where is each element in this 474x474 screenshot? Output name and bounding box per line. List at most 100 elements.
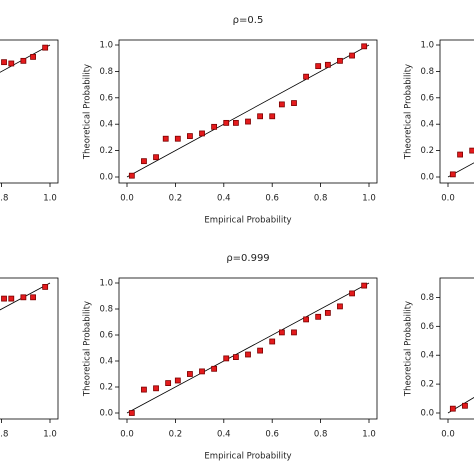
y-axis-label: Theoretical Probability	[404, 301, 414, 397]
y-axis-label: Theoretical Probability	[404, 64, 414, 160]
plot-frame	[439, 277, 474, 420]
y-tick-label: 0.8	[99, 305, 113, 315]
point	[30, 294, 36, 301]
point	[174, 377, 181, 384]
point	[449, 171, 456, 178]
point	[291, 329, 297, 336]
x-tick-label: 0.0	[120, 430, 134, 440]
y-tick-label: 0.2	[420, 146, 434, 156]
point	[199, 130, 205, 137]
y-tick-label: 0.4	[99, 120, 113, 130]
chart-title: ρ=0.5	[233, 15, 264, 26]
point	[211, 365, 218, 372]
plot-frame	[0, 39, 59, 184]
reference-line	[0, 282, 51, 311]
point	[1, 59, 7, 66]
y-tick-label: 0.4	[420, 351, 434, 361]
point	[324, 61, 331, 68]
y-tick-label: 0.2	[420, 380, 434, 390]
point	[187, 371, 193, 377]
point	[324, 309, 331, 316]
chart-title: ρ=0.999	[226, 253, 269, 264]
reference-line	[447, 397, 474, 414]
x-axis-label: Empirical Probability	[204, 452, 291, 462]
y-tick-label: 0.0	[99, 409, 113, 419]
point	[199, 368, 205, 375]
point	[42, 283, 49, 290]
y-tick-label: 0.4	[99, 357, 113, 367]
y-tick-label: 0.8	[420, 293, 434, 303]
point	[42, 44, 49, 51]
y-tick-label: 0.6	[420, 93, 434, 103]
point	[232, 354, 239, 361]
point	[245, 351, 251, 358]
point	[128, 410, 135, 416]
point	[337, 303, 343, 310]
y-tick-label: 0.6	[99, 93, 113, 103]
y-tick-label: 0.0	[420, 173, 434, 183]
y-tick-label: 0.8	[420, 67, 434, 77]
point	[303, 316, 309, 323]
x-tick-label: 1.0	[43, 430, 57, 440]
point	[223, 355, 230, 362]
plot-frame	[439, 39, 474, 184]
point	[165, 380, 172, 387]
point	[462, 402, 468, 409]
plot-frame	[118, 39, 378, 184]
x-tick-label: 0.4	[217, 194, 231, 204]
y-tick-label: 1.0	[99, 279, 113, 289]
point	[174, 135, 181, 142]
point	[20, 294, 27, 301]
y-tick-label: 0.2	[99, 146, 113, 156]
x-tick-label: 0.8	[0, 430, 8, 440]
x-tick-label: 0.2	[169, 430, 183, 440]
point	[349, 52, 355, 59]
point	[469, 147, 474, 154]
point	[337, 57, 343, 64]
y-tick-label: 0.2	[99, 383, 113, 393]
point	[315, 63, 322, 70]
x-axis-label: Empirical Probability	[204, 216, 291, 226]
point	[141, 386, 147, 393]
y-tick-label: 0.6	[99, 331, 113, 341]
y-tick-label: 1.0	[99, 41, 113, 51]
x-tick-label: 1.0	[362, 430, 376, 440]
x-tick-label: 0.2	[169, 194, 183, 204]
point	[141, 158, 147, 165]
reference-line	[0, 44, 51, 73]
point	[257, 113, 264, 120]
x-tick-label: 0.6	[265, 194, 279, 204]
point	[449, 405, 456, 412]
point	[361, 43, 368, 50]
x-tick-label: 1.0	[43, 194, 57, 204]
x-tick-label: 0.0	[441, 194, 455, 204]
x-tick-label: 0.6	[265, 430, 279, 440]
plot-frame	[118, 277, 378, 420]
plot-frame	[0, 277, 59, 420]
y-tick-label: 0.4	[420, 120, 434, 130]
point	[128, 172, 135, 179]
point	[8, 60, 15, 67]
x-tick-label: 1.0	[362, 194, 376, 204]
point	[349, 290, 355, 297]
point	[187, 133, 193, 139]
y-tick-label: 0.0	[420, 409, 434, 419]
y-tick-label: 1.0	[420, 41, 434, 51]
point	[20, 57, 27, 64]
point	[232, 119, 239, 126]
x-tick-label: 0.0	[441, 430, 455, 440]
point	[269, 113, 276, 120]
x-tick-label: 0.8	[314, 194, 328, 204]
reference-line	[126, 44, 370, 178]
point	[315, 313, 322, 320]
y-tick-label: 0.8	[99, 67, 113, 77]
point	[223, 119, 230, 126]
point	[153, 385, 159, 392]
point	[303, 73, 309, 80]
point	[269, 338, 276, 345]
point	[30, 53, 36, 60]
point	[153, 154, 159, 161]
point	[162, 135, 169, 142]
